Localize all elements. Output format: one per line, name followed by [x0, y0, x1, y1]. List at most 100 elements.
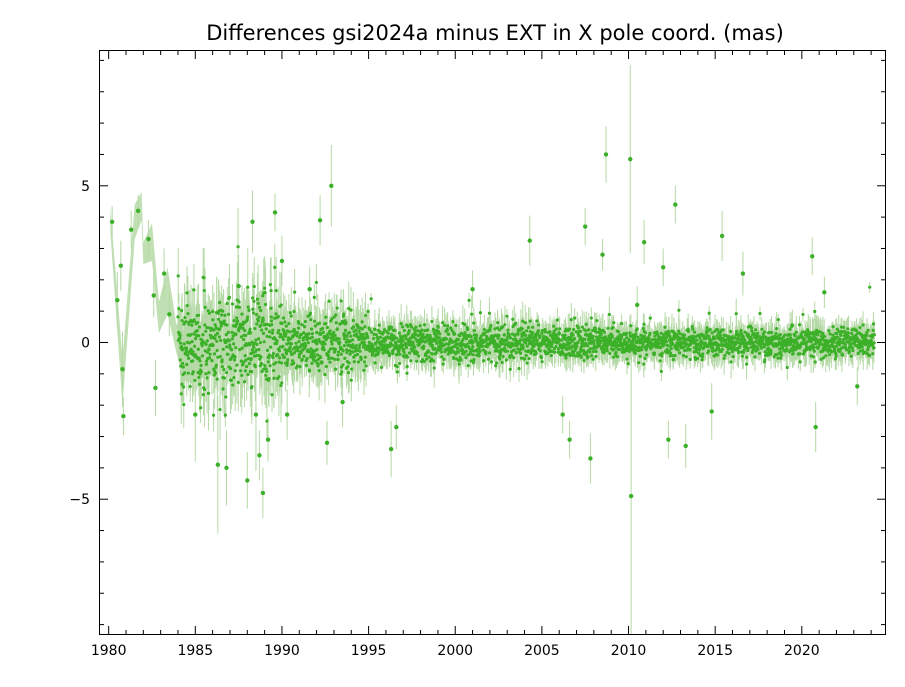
data-point	[196, 313, 201, 317]
data-point	[266, 360, 270, 364]
data-point	[498, 357, 502, 361]
data-point	[235, 319, 240, 323]
data-point	[263, 286, 267, 290]
data-point	[538, 334, 542, 338]
data-point	[267, 353, 271, 357]
data-point	[502, 333, 507, 337]
data-point	[571, 333, 575, 337]
data-point	[521, 345, 525, 349]
data-point	[310, 331, 315, 336]
data-point	[246, 305, 250, 309]
data-point	[528, 339, 533, 344]
data-point	[202, 276, 206, 280]
data-point	[261, 294, 265, 298]
data-point	[307, 369, 312, 373]
data-point	[415, 350, 419, 355]
data-point	[612, 321, 616, 325]
data-point	[222, 376, 227, 380]
data-point	[474, 333, 479, 337]
data-point	[312, 319, 317, 323]
data-point	[234, 332, 238, 336]
data-point	[308, 311, 312, 315]
data-point	[245, 364, 249, 369]
data-point	[469, 334, 473, 339]
data-point	[443, 323, 447, 327]
data-point	[434, 351, 438, 355]
data-point	[193, 378, 197, 383]
data-point	[554, 345, 558, 349]
data-point	[320, 342, 324, 346]
data-point	[393, 328, 397, 333]
data-point	[314, 359, 318, 363]
data-point	[223, 413, 227, 417]
data-point	[558, 327, 562, 331]
data-point	[191, 359, 195, 363]
data-point	[232, 375, 236, 380]
data-point	[269, 319, 274, 323]
data-point	[611, 355, 616, 359]
data-point	[200, 344, 204, 348]
data-point	[240, 373, 244, 377]
data-point	[277, 375, 281, 379]
data-point	[427, 355, 431, 359]
data-point	[524, 353, 528, 358]
data-point	[227, 295, 232, 299]
data-point	[506, 328, 510, 332]
data-point	[274, 361, 278, 365]
data-point	[296, 349, 300, 353]
data-point	[231, 383, 235, 387]
data-point	[255, 297, 260, 301]
data-point	[310, 335, 314, 339]
data-point	[280, 381, 284, 385]
data-point	[539, 356, 544, 360]
data-point	[295, 364, 299, 368]
data-point	[248, 327, 252, 331]
data-point	[191, 370, 195, 374]
data-point	[270, 331, 275, 335]
data-point	[439, 347, 443, 351]
data-point	[369, 297, 373, 301]
data-point	[322, 348, 326, 352]
data-point	[252, 345, 256, 349]
data-point	[198, 359, 202, 363]
data-point	[364, 364, 368, 368]
data-point	[432, 366, 436, 370]
data-point	[260, 362, 264, 366]
data-point	[527, 356, 531, 361]
data-point	[221, 347, 225, 351]
data-point	[189, 332, 193, 337]
data-point	[185, 362, 189, 367]
data-point	[248, 331, 253, 335]
data-point	[186, 371, 190, 375]
data-point	[583, 337, 587, 341]
data-point	[586, 333, 590, 337]
data-point	[230, 355, 234, 360]
data-point	[270, 323, 274, 327]
data-point	[250, 370, 254, 374]
data-point	[292, 309, 296, 314]
data-point	[245, 318, 249, 322]
data-point	[484, 350, 488, 354]
data-point	[197, 375, 201, 379]
data-point	[360, 327, 364, 331]
data-point	[198, 372, 202, 376]
data-point	[451, 340, 455, 344]
data-point	[603, 335, 608, 339]
data-point	[540, 360, 544, 364]
data-point	[424, 354, 428, 358]
data-point	[352, 360, 356, 364]
data-point	[345, 348, 349, 352]
data-point	[614, 350, 618, 355]
data-point	[435, 341, 439, 346]
data-point	[464, 349, 468, 353]
data-point	[333, 357, 337, 361]
data-point	[422, 323, 427, 327]
data-point	[205, 359, 209, 363]
data-point	[181, 385, 186, 389]
data-point	[356, 360, 361, 364]
data-point	[314, 338, 318, 342]
data-point	[554, 327, 558, 331]
data-point	[526, 325, 531, 330]
data-point	[267, 376, 271, 381]
data-point	[584, 341, 588, 345]
